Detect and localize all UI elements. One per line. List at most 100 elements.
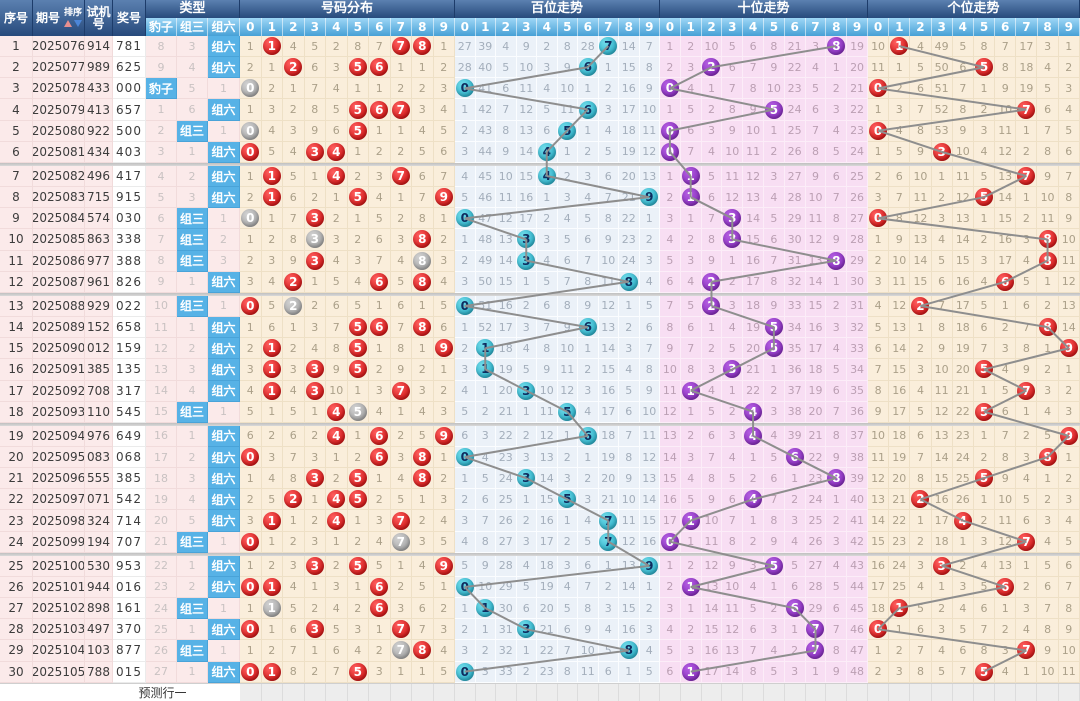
tens-cell: 20 [805, 401, 827, 423]
type-cell: 组三 [177, 598, 208, 620]
units-cell: 2 [995, 619, 1017, 641]
hundreds-cell: 14 [516, 141, 537, 163]
red-ball: 2 [284, 58, 303, 77]
trend-ball: 3 [517, 251, 536, 270]
hundreds-cell: 19 [537, 576, 558, 599]
trend-ball: 6 [578, 100, 597, 119]
dist-cell: 2 [433, 380, 455, 402]
units-cell: 8 [867, 380, 890, 402]
hundreds-cell: 1 [516, 640, 537, 662]
tens-cell: 6 [826, 598, 848, 620]
col-header-test: 试机号 [85, 0, 113, 36]
hundreds-cell: 1 [475, 619, 496, 641]
dist-cell: 6 [369, 57, 391, 79]
table-row: 3 2025078 433 000 豹子 5 1 0 2 1 7 4 1 1 2 2 3 0 41 6 11 4 10 1 2 1… [0, 78, 1080, 100]
dist-cell: 3 [369, 165, 391, 188]
type-header-zu3: 组三 [177, 18, 208, 36]
hundreds-cell: 16 [516, 187, 537, 209]
dist-cell: 2 [433, 468, 455, 490]
hundreds-cell: 7 [619, 425, 640, 447]
units-cell: 3 [867, 187, 890, 209]
type-cell: 8 [146, 36, 177, 58]
hundreds-cell: 6 [516, 598, 537, 620]
hundreds-cell: 9 [598, 229, 619, 251]
tens-cell: 1 [763, 120, 785, 142]
dist-cell: 8 [412, 640, 434, 662]
tens-cell: 1 [784, 468, 806, 490]
tens-cell: 5 [763, 446, 785, 469]
units-cell: 19 [889, 446, 911, 469]
dist-cell: 7 [326, 317, 348, 339]
units-cell: 11 [1058, 250, 1080, 272]
tens-cell: 8 [826, 468, 848, 490]
sort-desc-icon[interactable] [73, 20, 82, 27]
red-ball: 7 [391, 511, 410, 530]
units-cell: 1 [995, 295, 1017, 318]
hundreds-cell: 16 [619, 78, 640, 100]
dist-cell: 3 [390, 598, 412, 620]
digit-header: 9 [639, 18, 660, 36]
type-cell: 4 [177, 380, 208, 402]
hundreds-cell: 7 [598, 36, 619, 58]
tens-cell: 14 [743, 208, 764, 230]
tens-cell: 13 [660, 425, 681, 447]
hundreds-cell: 10 [537, 380, 558, 402]
dist-cell: 1 [433, 359, 455, 381]
tens-cell: 3 [660, 208, 681, 230]
dist-cell: 5 [347, 317, 369, 339]
dist-cell: 2 [304, 295, 326, 318]
units-cell: 14 [1058, 317, 1080, 339]
units-cell: 17 [995, 250, 1017, 272]
digit-header: 7 [390, 18, 412, 36]
type-cell: 16 [146, 425, 177, 447]
tens-cell: 17 [660, 510, 681, 532]
dist-cell: 1 [390, 120, 412, 142]
dist-cell: 4 [412, 555, 434, 577]
dist-cell: 2 [240, 187, 262, 209]
sort-widget[interactable]: 排序 [63, 9, 82, 27]
type-cell: 组六 [208, 271, 240, 293]
units-cell: 2 [889, 78, 911, 100]
period-cell: 2025083 [33, 187, 85, 209]
hundreds-cell: 3 [516, 531, 537, 553]
units-cell: 16 [952, 271, 974, 293]
table-row: 27 2025102 898 161 24 组三 1 1 1 5 2 4 2 6 3 6 2 1 1 30 6 20 5 8 3… [0, 598, 1080, 620]
type-cell: 组六 [208, 317, 240, 339]
tens-cell: 3 [743, 555, 764, 577]
units-cell: 0 [867, 120, 890, 142]
red-ball: 0 [241, 620, 260, 639]
units-cell: 13 [931, 425, 953, 447]
tens-cell: 5 [784, 555, 806, 577]
hundreds-cell: 49 [475, 250, 496, 272]
tens-cell: 6 [660, 661, 681, 683]
units-cell: 6 [889, 165, 911, 188]
units-cell: 10 [995, 489, 1017, 511]
dist-cell: 2 [304, 187, 326, 209]
hundreds-cell: 2 [578, 468, 599, 490]
tens-cell: 5 [805, 78, 827, 100]
trend-ball: 7 [1017, 167, 1036, 186]
dist-cell: 2 [347, 446, 369, 469]
trend-ball: 8 [619, 272, 638, 291]
units-cell: 3 [931, 555, 953, 577]
dist-cell: 5 [390, 271, 412, 293]
units-cell: 8 [910, 120, 932, 142]
type-cell: 组六 [208, 36, 240, 58]
sort-asc-icon[interactable] [63, 20, 72, 27]
prize-number-cell: 068 [113, 446, 146, 469]
units-cell: 5 [952, 619, 974, 641]
tens-cell: 4 [722, 317, 744, 339]
dist-cell: 3 [240, 510, 262, 532]
tens-cell: 30 [847, 271, 868, 293]
type-cell: 2 [146, 120, 177, 142]
units-cell: 5 [973, 661, 996, 683]
tens-cell: 1 [660, 36, 681, 58]
hundreds-cell: 16 [537, 510, 558, 532]
units-cell: 11 [1037, 208, 1059, 230]
dist-cell: 3 [369, 661, 391, 683]
tens-cell: 3 [722, 229, 744, 251]
hundreds-cell: 11 [557, 99, 578, 121]
digit-header: 0 [455, 18, 476, 36]
prize-header-label: 奖号 [116, 10, 141, 25]
period-cell: 2025103 [33, 619, 85, 641]
